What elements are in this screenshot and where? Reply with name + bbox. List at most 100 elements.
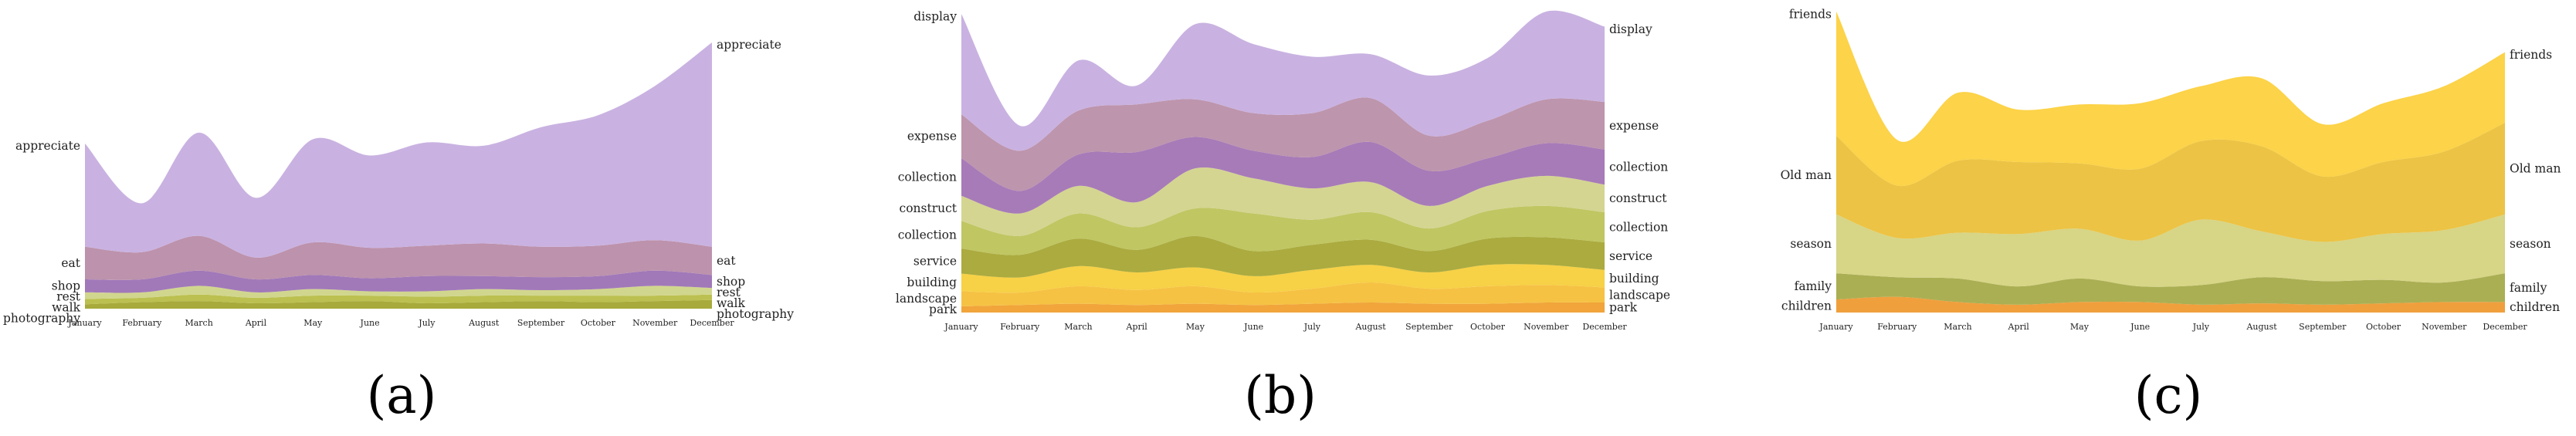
right-series-label: display	[1609, 22, 1652, 36]
stream-layer-expense	[961, 97, 1605, 191]
left-series-label: eat	[61, 256, 80, 270]
right-series-label: expense	[1609, 119, 1659, 133]
x-tick-label: March	[1944, 322, 1971, 332]
stream-layer-shop	[85, 270, 712, 293]
right-series-label: landscape	[1609, 288, 1670, 302]
x-tick-label: October	[1470, 322, 1506, 332]
right-series-label: rest	[717, 286, 741, 299]
right-series-label: building	[1609, 272, 1659, 286]
right-series-label: collection	[1609, 161, 1668, 174]
stream-layer-landscape	[961, 282, 1605, 306]
x-tick-label: December	[2483, 322, 2527, 332]
x-tick-label: June	[360, 318, 380, 328]
right-series-label: park	[1609, 301, 1638, 315]
x-tick-label: August	[468, 318, 500, 328]
stream-layer-rest	[85, 286, 712, 299]
left-series-label: park	[929, 302, 958, 316]
stream-layer-service	[961, 235, 1605, 278]
left-series-label: family	[1795, 279, 1832, 293]
x-tick-label: March	[185, 318, 212, 328]
panel-label-a: (a)	[367, 366, 437, 425]
x-tick-label: November	[2422, 322, 2467, 332]
streamgraph-a: January February March April May June July Augu…	[3, 38, 794, 328]
stream-layer-family	[1836, 273, 2505, 305]
stream-layer-collection	[961, 137, 1605, 214]
left-series-label: service	[913, 254, 957, 268]
left-series-label: expense	[907, 130, 957, 144]
x-tick-label: April	[245, 318, 267, 328]
left-series-label: building	[907, 275, 957, 289]
right-series-label: eat	[717, 254, 736, 268]
right-series-label: walk	[717, 296, 745, 310]
right-series-label: family	[2510, 281, 2547, 295]
stream-layer-display	[961, 10, 1605, 151]
panel-label-c: (c)	[2134, 366, 2202, 425]
stream-layer-season	[1836, 214, 2505, 287]
x-tick-label: August	[2246, 322, 2277, 332]
stream-layer-photography	[85, 299, 712, 309]
stream-layer-building	[961, 264, 1605, 293]
left-series-label: collection	[898, 171, 957, 184]
left-series-label: Old man	[1781, 168, 1832, 182]
left-series-label: display	[913, 10, 957, 24]
stream-layer-children	[1836, 296, 2505, 313]
x-tick-label: June	[1243, 322, 1263, 332]
x-tick-label: September	[2299, 322, 2347, 332]
x-tick-label: September	[1405, 322, 1453, 332]
left-series-label: rest	[56, 289, 81, 303]
left-series-label: children	[1781, 299, 1832, 313]
stream-layer-construct	[961, 167, 1605, 236]
x-tick-label: July	[2192, 322, 2210, 332]
left-series-label: friends	[1789, 7, 1832, 21]
x-tick-label: April	[1126, 322, 1148, 332]
right-series-label: construct	[1609, 191, 1667, 205]
left-series-label: appreciate	[15, 139, 80, 153]
right-series-label: friends	[2510, 48, 2552, 62]
right-series-label: photography	[717, 307, 794, 321]
x-tick-label: May	[303, 318, 323, 328]
x-tick-label: April	[2008, 322, 2030, 332]
x-tick-label: February	[1000, 322, 1040, 332]
left-series-label: construct	[900, 201, 958, 215]
x-tick-label: February	[1877, 322, 1917, 332]
left-series-label: walk	[52, 300, 80, 314]
right-series-label: appreciate	[717, 38, 781, 52]
right-series-label: season	[2510, 237, 2551, 251]
panel-label-b: (b)	[1244, 366, 1317, 425]
x-tick-label: June	[2130, 322, 2150, 332]
x-tick-label: February	[122, 318, 162, 328]
streamgraph-c: January February March April May June July Augu…	[1781, 7, 2561, 332]
right-series-label: Old man	[2510, 161, 2561, 175]
right-series-label: collection	[1609, 221, 1668, 235]
x-tick-label: November	[1524, 322, 1569, 332]
streamgraph-b: January February March April May June July Augu…	[896, 10, 1670, 333]
right-series-label: children	[2510, 300, 2560, 314]
x-tick-label: May	[2070, 322, 2090, 332]
stream-layer-eat	[85, 235, 712, 280]
x-tick-label: October	[581, 318, 616, 328]
x-tick-label: August	[1354, 322, 1386, 332]
stream-layer-park	[961, 302, 1605, 313]
x-tick-label: May	[1186, 322, 1205, 332]
x-tick-label: September	[517, 318, 565, 328]
x-tick-label: July	[418, 318, 436, 328]
x-tick-label: January	[944, 322, 978, 332]
left-series-label: landscape	[896, 292, 957, 306]
stream-layer-walk	[85, 294, 712, 305]
right-series-label: shop	[717, 275, 745, 289]
stream-layer-collection	[961, 205, 1605, 255]
left-series-label: shop	[52, 279, 80, 292]
left-series-label: photography	[3, 311, 80, 325]
x-tick-label: December	[690, 318, 734, 328]
stream-layer-friends	[1836, 12, 2505, 187]
x-tick-label: July	[1303, 322, 1321, 332]
x-tick-label: January	[1818, 322, 1853, 332]
stream-layer-appreciate	[85, 42, 712, 258]
left-series-label: season	[1790, 237, 1832, 251]
stream-layer-old-man	[1836, 123, 2505, 242]
right-series-label: service	[1609, 249, 1652, 263]
left-series-label: collection	[898, 228, 957, 242]
x-tick-label: January	[67, 318, 102, 328]
x-tick-label: October	[2366, 322, 2401, 332]
